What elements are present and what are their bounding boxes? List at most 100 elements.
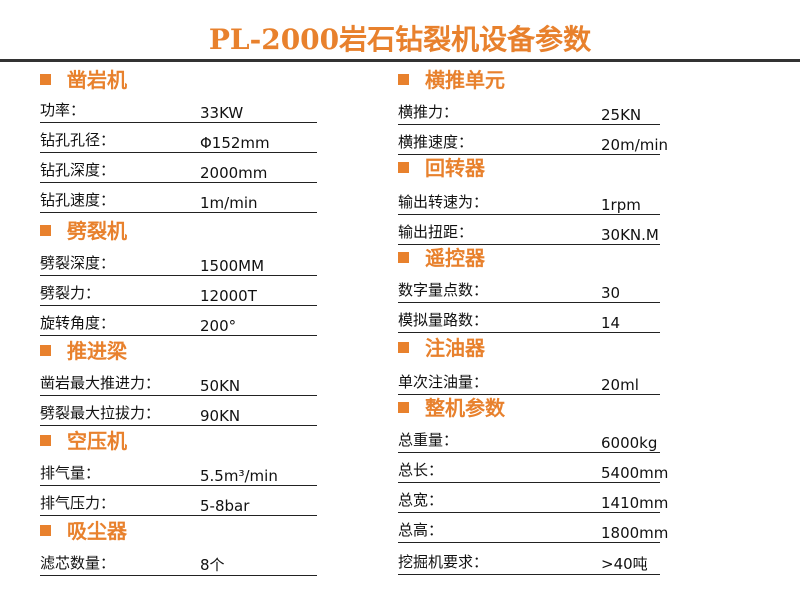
spec-value: 33KW xyxy=(200,104,244,122)
spec-label: 排气量： xyxy=(40,464,101,482)
spec-row: 功率： 33KW xyxy=(40,96,317,123)
section-heading: 整机参数 xyxy=(398,396,505,420)
spec-row: 数字量点数： 30 xyxy=(398,276,660,303)
spec-value: 1800mm xyxy=(601,524,669,542)
page-title: PL-2000岩石钻裂机设备参数 xyxy=(208,23,592,56)
title-divider xyxy=(0,59,800,62)
spec-label: 钻孔孔径： xyxy=(40,131,116,149)
square-bullet-icon xyxy=(398,252,409,263)
section-title: 空压机 xyxy=(67,429,127,453)
section-title: 劈裂机 xyxy=(67,219,127,243)
spec-value: 30 xyxy=(601,284,621,302)
spec-label: 凿岩最大推进力： xyxy=(40,374,161,392)
section-heading: 凿岩机 xyxy=(40,68,127,92)
spec-row: 总宽： 1410mm xyxy=(398,486,668,513)
spec-row: 排气压力： 5-8bar xyxy=(40,489,317,516)
spec-row: 钻孔孔径： Φ152mm xyxy=(40,126,317,153)
spec-label: 钻孔速度： xyxy=(40,191,116,209)
spec-label: 输出转速为： xyxy=(398,193,489,211)
spec-row: 劈裂最大拉拔力： 90KN xyxy=(40,399,317,426)
section-heading: 吸尘器 xyxy=(40,519,127,543)
spec-value: 200° xyxy=(200,317,237,335)
section-title: 回转器 xyxy=(425,156,485,180)
spec-value: >40吨 xyxy=(601,555,648,573)
section-title: 凿岩机 xyxy=(67,68,127,92)
square-bullet-icon xyxy=(40,525,51,536)
spec-label: 横推力： xyxy=(398,103,459,121)
spec-value: 30KN.M xyxy=(601,226,659,244)
square-bullet-icon xyxy=(40,225,51,236)
section-heading: 推进梁 xyxy=(40,339,127,363)
section-title: 横推单元 xyxy=(425,68,505,92)
spec-value: 20ml xyxy=(601,376,639,394)
spec-label: 钻孔深度： xyxy=(40,161,116,179)
spec-value: 12000T xyxy=(200,287,257,305)
spec-value: 5.5m³/min xyxy=(200,467,278,485)
spec-label: 总高： xyxy=(398,521,444,539)
section-heading: 横推单元 xyxy=(398,68,505,92)
spec-value: 5400mm xyxy=(601,464,669,482)
spec-row: 总长： 5400mm xyxy=(398,456,668,483)
square-bullet-icon xyxy=(40,74,51,85)
square-bullet-icon xyxy=(40,435,51,446)
spec-row: 钻孔速度： 1m/min xyxy=(40,186,317,213)
spec-row: 输出扭距： 30KN.M xyxy=(398,218,660,245)
spec-label: 总重量： xyxy=(398,431,459,449)
spec-value: 2000mm xyxy=(200,164,268,182)
spec-label: 滤芯数量： xyxy=(40,554,116,572)
spec-row: 旋转角度： 200° xyxy=(40,309,317,336)
spec-label: 劈裂深度： xyxy=(40,254,116,272)
section-heading: 注油器 xyxy=(398,336,485,360)
spec-value: 14 xyxy=(601,314,621,332)
spec-row: 模拟量路数： 14 xyxy=(398,306,660,333)
spec-row: 凿岩最大推进力： 50KN xyxy=(40,369,317,396)
square-bullet-icon xyxy=(398,74,409,85)
spec-label: 输出扭距： xyxy=(398,223,474,241)
square-bullet-icon xyxy=(398,342,409,353)
spec-row: 滤芯数量： 8个 xyxy=(40,549,317,576)
section-title: 整机参数 xyxy=(425,396,505,420)
section-heading: 遥控器 xyxy=(398,246,485,270)
spec-label: 旋转角度： xyxy=(40,314,116,332)
spec-label: 劈裂力： xyxy=(40,284,101,302)
spec-row: 总重量： 6000kg xyxy=(398,426,660,453)
spec-value: 25KN xyxy=(601,106,642,124)
spec-row: 输出转速为： 1rpm xyxy=(398,188,660,215)
spec-value: 6000kg xyxy=(601,434,658,452)
spec-value: 1500MM xyxy=(200,257,265,275)
spec-row: 挖掘机要求： >40吨 xyxy=(398,548,660,575)
spec-value: 1410mm xyxy=(601,494,669,512)
spec-row: 总高： 1800mm xyxy=(398,516,668,543)
spec-value: 50KN xyxy=(200,377,241,395)
spec-row: 劈裂力： 12000T xyxy=(40,279,317,306)
spec-value: 90KN xyxy=(200,407,241,425)
spec-row: 横推力： 25KN xyxy=(398,98,660,125)
section-heading: 劈裂机 xyxy=(40,219,127,243)
spec-value: 8个 xyxy=(200,556,225,574)
square-bullet-icon xyxy=(398,402,409,413)
spec-value: 5-8bar xyxy=(200,497,250,515)
spec-label: 横推速度： xyxy=(398,133,474,151)
spec-row: 劈裂深度： 1500MM xyxy=(40,249,317,276)
section-title: 吸尘器 xyxy=(67,519,127,543)
spec-label: 总长： xyxy=(398,461,444,479)
spec-label: 模拟量路数： xyxy=(398,311,489,329)
spec-row: 横推速度： 20m/min xyxy=(398,128,668,155)
square-bullet-icon xyxy=(398,162,409,173)
section-title: 推进梁 xyxy=(67,339,127,363)
spec-value: 1m/min xyxy=(200,194,258,212)
spec-row: 单次注油量： 20ml xyxy=(398,368,660,395)
spec-row: 钻孔深度： 2000mm xyxy=(40,156,317,183)
spec-label: 功率： xyxy=(40,101,86,119)
spec-label: 单次注油量： xyxy=(398,373,489,391)
spec-label: 总宽： xyxy=(398,491,444,509)
square-bullet-icon xyxy=(40,345,51,356)
spec-label: 挖掘机要求： xyxy=(398,553,489,571)
section-heading: 空压机 xyxy=(40,429,127,453)
spec-value: Φ152mm xyxy=(200,134,270,152)
section-heading: 回转器 xyxy=(398,156,485,180)
spec-label: 劈裂最大拉拔力： xyxy=(40,404,161,422)
section-title: 注油器 xyxy=(425,336,485,360)
spec-label: 数字量点数： xyxy=(398,281,489,299)
spec-row: 排气量： 5.5m³/min xyxy=(40,459,317,486)
